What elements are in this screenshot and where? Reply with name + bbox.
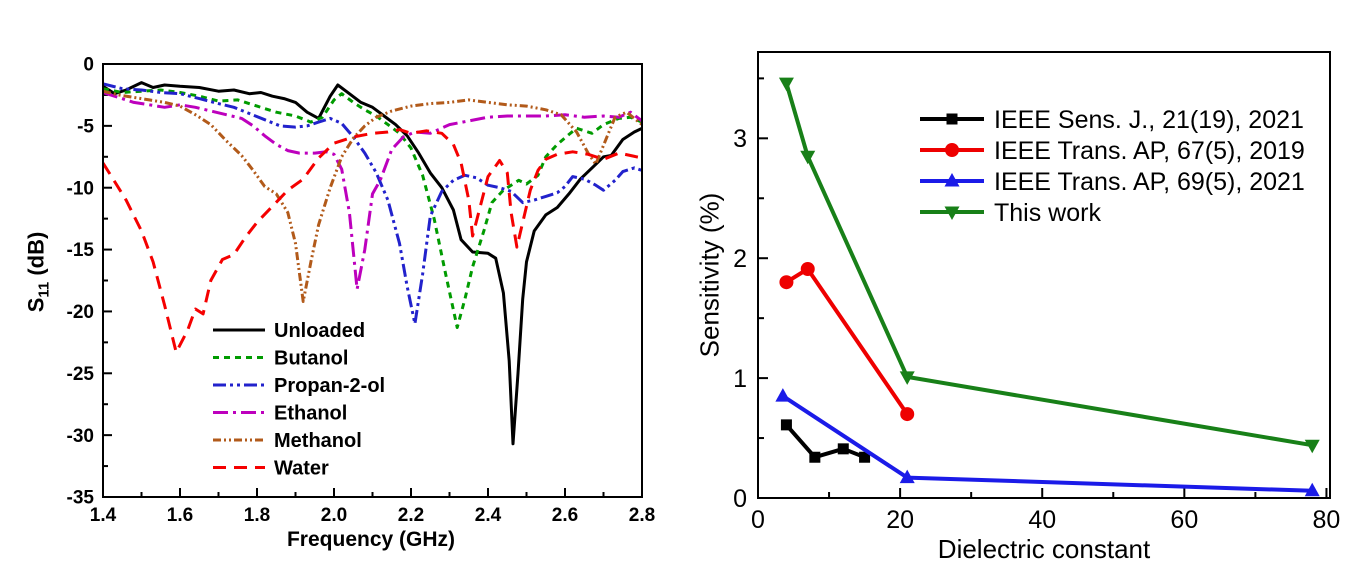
marker-square [859, 451, 871, 463]
marker-triangle-up [899, 469, 915, 484]
sensitivity-axis-title: Sensitivity (%) [694, 192, 725, 358]
sensitivity-chart: 0 20 40 60 80 0 1 2 3 IEEE Sens. J., 21(19), 2021… [733, 51, 1340, 534]
marker-triangle-up [944, 173, 960, 187]
sensitivity-plot-frame [757, 51, 1331, 499]
marker-square [780, 419, 792, 431]
legend-label: Unloaded [274, 320, 365, 342]
frequency-axis-title: Frequency (GHz) [286, 528, 456, 551]
legend-item-unloaded: Unloaded [213, 320, 365, 342]
s11-chart: 1.4 1.6 1.8 2.0 2.2 2.4 2.6 2.8 0 -5 -10 -15 -20 -25 -… [67, 55, 656, 526]
s11-plot-frame [102, 63, 643, 498]
marker-square [837, 443, 849, 455]
legend-label: IEEE Trans. AP, 69(5), 2021 [994, 168, 1305, 196]
marker-square [946, 113, 958, 125]
legend-label: Butanol [274, 348, 348, 370]
series-butanol [103, 87, 642, 329]
marker-circle [900, 407, 915, 422]
sensitivity-x-tick-label: 40 [1028, 506, 1056, 534]
s11-y-tick-label: -25 [67, 364, 95, 385]
s11-axis-ticks [102, 63, 643, 498]
sensitivity-y-tick-label: 2 [733, 245, 747, 273]
marker-triangle-down [800, 150, 816, 165]
sensitivity-legend: IEEE Sens. J., 21(19), 2021 IEEE Trans. A… [920, 106, 1305, 227]
legend-item-butanol: Butanol [213, 348, 348, 370]
marker-circle [779, 275, 794, 290]
legend-label: Water [274, 458, 329, 480]
sensitivity-tick-labels: 0 20 40 60 80 0 1 2 3 [733, 125, 1340, 534]
legend-label: IEEE Trans. AP, 67(5), 2019 [994, 137, 1305, 165]
sensitivity-x-tick-label: 60 [1170, 506, 1198, 534]
sensitivity-x-tick-label: 0 [751, 506, 765, 534]
series-unloaded [103, 81, 642, 446]
sensitivity-y-tick-label: 3 [733, 125, 747, 153]
legend-label: Propan-2-ol [274, 375, 385, 397]
s11-axis-title-suffix: (dB) [23, 231, 49, 282]
legend-item-water: Water [213, 458, 329, 480]
marker-triangle-down [1304, 439, 1320, 454]
dielectric-constant-axis-title: Dielectric constant [937, 534, 1151, 564]
s11-x-tick-label: 1.6 [167, 505, 193, 526]
series-ieee-trans-ap-69-5-2021 [775, 388, 1320, 497]
s11-x-tick-label: 2.6 [552, 505, 578, 526]
s11-x-tick-label: 2.2 [398, 505, 424, 526]
legend-item-ieee-trans-ap-69-5-2021: IEEE Trans. AP, 69(5), 2021 [920, 168, 1305, 196]
s11-x-tick-label: 2.0 [321, 505, 347, 526]
marker-circle [800, 262, 815, 277]
s11-y-tick-label: -10 [67, 178, 94, 199]
legend-item-this-work: This work [920, 199, 1101, 227]
legend-item-methanol: Methanol [213, 430, 362, 452]
marker-square [809, 451, 821, 463]
s11-x-tick-label: 1.8 [244, 505, 270, 526]
legend-item-ieee-trans-ap-67-5-2019: IEEE Trans. AP, 67(5), 2019 [920, 137, 1305, 165]
s11-x-tick-label: 2.8 [629, 505, 655, 526]
sensitivity-x-tick-label: 20 [886, 506, 914, 534]
sensitivity-x-tick-label: 80 [1313, 506, 1341, 534]
marker-triangle-down [899, 371, 915, 385]
sensitivity-y-tick-label: 1 [733, 365, 747, 393]
s11-y-tick-label: -35 [67, 488, 95, 509]
s11-y-tick-label: -5 [77, 117, 94, 138]
sensitivity-y-tick-label: 0 [733, 485, 747, 513]
marker-triangle-down [944, 206, 960, 220]
series-ieee-trans-ap-67-5-2019 [779, 262, 915, 422]
marker-triangle-down [778, 77, 794, 92]
s11-y-tick-label: -30 [67, 426, 94, 447]
s11-y-tick-label: -15 [67, 240, 95, 261]
legend-item-ethanol: Ethanol [213, 403, 347, 425]
series-methanol [103, 89, 642, 303]
series-this-work [778, 77, 1320, 454]
legend-label: This work [994, 199, 1101, 227]
marker-circle [945, 143, 959, 157]
s11-axis-title-prefix: S [23, 297, 49, 313]
legend-label: Ethanol [274, 403, 347, 425]
s11-x-tick-label: 1.4 [90, 505, 117, 526]
s11-x-tick-label: 2.4 [475, 505, 502, 526]
legend-label: IEEE Sens. J., 21(19), 2021 [994, 106, 1304, 134]
s11-y-tick-label: -20 [67, 302, 94, 323]
legend-item-ieee-sens-j-21-19-2021: IEEE Sens. J., 21(19), 2021 [920, 106, 1304, 134]
s11-tick-labels: 1.4 1.6 1.8 2.0 2.2 2.4 2.6 2.8 0 -5 -10 -15 -20 -25 -… [67, 55, 656, 526]
s11-y-tick-label: 0 [83, 55, 94, 76]
s11-axis-title-subscript: 11 [35, 281, 53, 298]
series-propan-2-ol [103, 82, 642, 326]
legend-item-propan-2-ol: Propan-2-ol [213, 375, 385, 397]
s11-axis-title: S11 (dB) [23, 232, 52, 313]
series-ethanol [103, 91, 642, 291]
legend-label: Methanol [274, 430, 362, 452]
series-water [103, 128, 642, 354]
series-ieee-sens-j-21-19-2021 [780, 419, 871, 463]
marker-triangle-up [1304, 482, 1320, 497]
marker-triangle-up [775, 388, 791, 402]
s11-legend: Unloaded Butanol Propan-2-ol Ethanol Methano… [213, 320, 385, 480]
